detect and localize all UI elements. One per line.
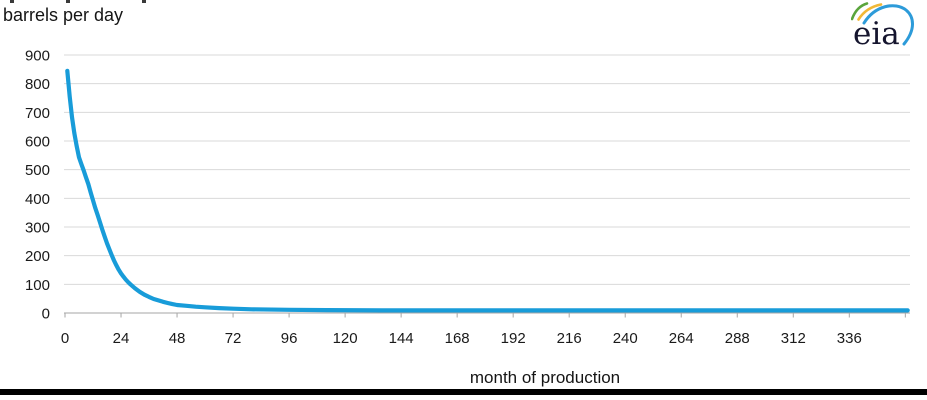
cropped-text-mark	[142, 0, 146, 3]
x-tick-label: 264	[669, 330, 694, 347]
y-tick-label: 0	[42, 306, 50, 323]
logo-yellow-arc	[857, 3, 883, 21]
x-axis-title: month of production	[469, 368, 621, 387]
logo-text: eia	[853, 16, 900, 48]
y-tick-label: 300	[25, 220, 50, 237]
x-tick-label: 24	[113, 330, 130, 347]
x-tick-label: 0	[61, 330, 69, 347]
x-tick-label: 216	[557, 330, 582, 347]
x-tick-label: 72	[225, 330, 242, 347]
x-tick-label: 168	[445, 330, 470, 347]
x-tick-label: 240	[613, 330, 638, 347]
y-tick-label: 700	[25, 105, 50, 122]
x-tick-label: 312	[781, 330, 806, 347]
x-tick-label: 192	[501, 330, 526, 347]
cropped-text-mark	[10, 0, 14, 3]
y-axis-title: barrels per day	[3, 5, 124, 25]
y-tick-label: 500	[25, 162, 50, 179]
y-tick-label: 900	[25, 48, 50, 65]
x-tick-label: 48	[169, 330, 186, 347]
x-tick-label: 96	[281, 330, 298, 347]
y-tick-label: 100	[25, 277, 50, 294]
y-tick-label: 200	[25, 248, 50, 265]
cropped-title-remnant	[0, 0, 300, 4]
y-tick-label: 600	[25, 134, 50, 151]
y-tick-label: 800	[25, 76, 50, 93]
logo-green-arc	[851, 2, 869, 21]
x-tick-label: 288	[725, 330, 750, 347]
logo-blue-arc	[862, 4, 914, 46]
eia-logo: eia	[851, 2, 914, 48]
y-tick-label: 400	[25, 191, 50, 208]
bottom-border-bar	[0, 389, 927, 395]
cropped-text-mark	[66, 0, 70, 3]
x-tick-label: 144	[389, 330, 414, 347]
x-tick-label: 120	[333, 330, 358, 347]
x-tick-label: 336	[837, 330, 862, 347]
decline-curve	[65, 68, 910, 313]
